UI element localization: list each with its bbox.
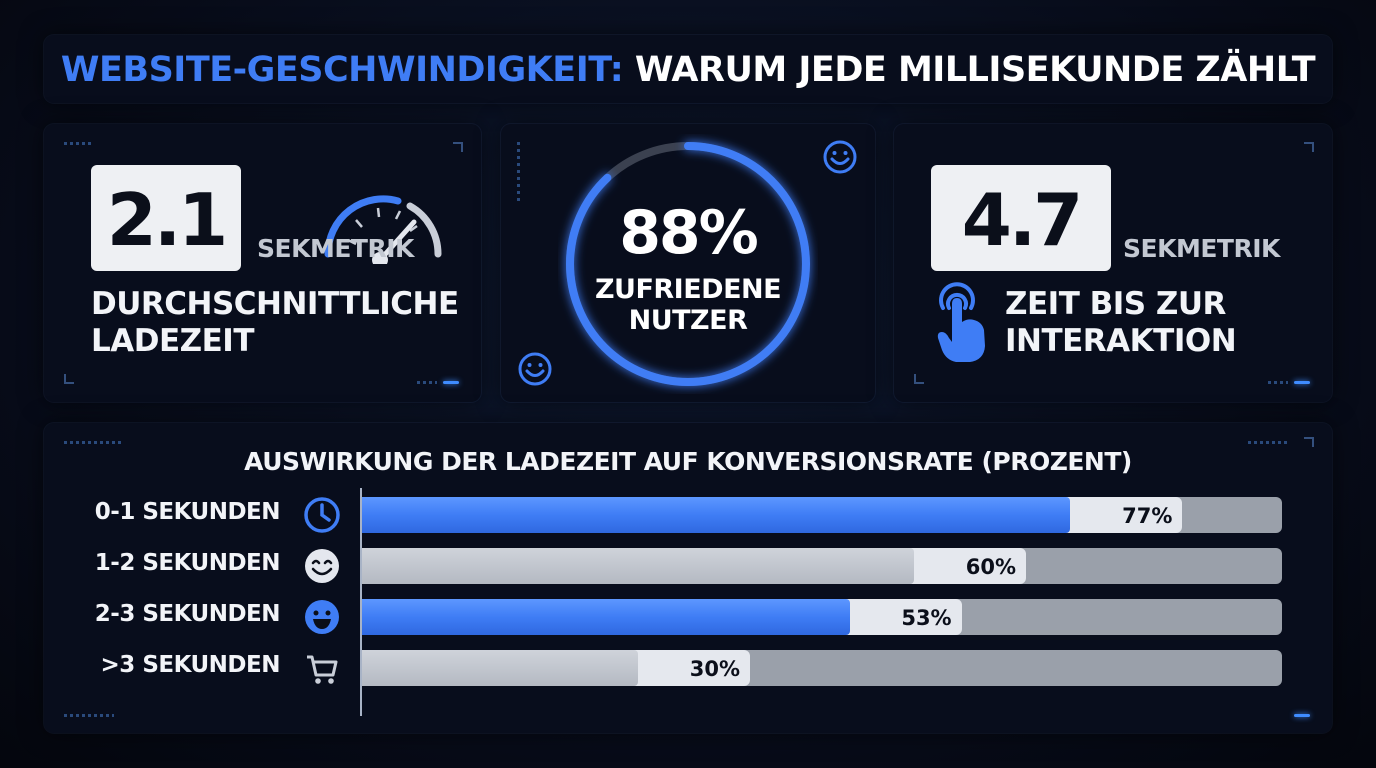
speedometer-icon bbox=[324, 195, 442, 264]
bar-track: 77% bbox=[362, 497, 1282, 533]
bar bbox=[362, 548, 914, 584]
clock-icon bbox=[304, 497, 340, 533]
decor-dots bbox=[64, 441, 124, 444]
decor-dots bbox=[1268, 381, 1288, 384]
interaction-value: 4.7 bbox=[931, 165, 1111, 271]
interaction-label: ZEIT BIS ZUR INTERAKTION bbox=[1005, 286, 1237, 359]
ring-progress bbox=[566, 142, 810, 386]
chart-axis-line bbox=[360, 488, 362, 716]
grinning-face-icon bbox=[305, 600, 339, 634]
category-label: >3 SEKUNDEN bbox=[100, 652, 281, 678]
bar bbox=[362, 650, 638, 686]
decor-glow bbox=[1294, 381, 1310, 384]
satisfaction-value: 88% bbox=[619, 198, 759, 268]
bar-track: 53% bbox=[362, 599, 1282, 635]
chart-title: AUSWIRKUNG DER LADEZEIT AUF KONVERSIONSR… bbox=[244, 447, 1132, 476]
shopping-cart-icon bbox=[307, 655, 338, 684]
satisfaction-ring bbox=[566, 142, 810, 386]
conversion-chart: AUSWIRKUNG DER LADEZEIT AUF KONVERSIONSR… bbox=[44, 423, 1332, 733]
category-label: 0-1 SEKUNDEN bbox=[94, 499, 281, 525]
load-time-unit: SEKMETRIK bbox=[257, 234, 414, 263]
bar bbox=[362, 599, 850, 635]
decor-corner bbox=[1304, 142, 1314, 152]
smiley-icon bbox=[823, 140, 857, 174]
bar-track: 60% bbox=[362, 548, 1282, 584]
decor-corner bbox=[1304, 437, 1314, 447]
page-title: WEBSITE-GESCHWINDIGKEIT: WARUM JEDE MILL… bbox=[44, 35, 1332, 103]
bar-value-label: 53% bbox=[901, 606, 952, 630]
satisfaction-card: 88% ZUFRIEDENE NUTZER bbox=[501, 124, 875, 402]
category-label: 1-2 SEKUNDEN bbox=[94, 550, 281, 576]
decor-dots bbox=[64, 142, 94, 145]
decor-corner bbox=[914, 374, 924, 384]
decor-glow bbox=[443, 381, 459, 384]
bar-value-label: 60% bbox=[965, 555, 1016, 579]
satisfaction-label: ZUFRIEDENE NUTZER bbox=[594, 274, 782, 336]
decor-corner bbox=[64, 374, 74, 384]
bar-track: 30% bbox=[362, 650, 1282, 686]
bar bbox=[362, 497, 1071, 533]
title-rest: WARUM JEDE MILLISEKUNDE ZÄHLT bbox=[623, 50, 1316, 90]
interaction-unit: SEKMETRIK bbox=[1123, 234, 1280, 263]
decor-dots bbox=[64, 714, 114, 717]
decor-glow bbox=[1294, 714, 1310, 717]
load-time-card: 2.1 SEKMETRIK DURCHSCHNITTLICHE LADEZEIT bbox=[44, 124, 481, 402]
bar-value-label: 30% bbox=[689, 657, 740, 681]
tap-hand-icon bbox=[937, 282, 985, 362]
smiley-icon bbox=[518, 352, 552, 386]
bar-value-label: 77% bbox=[1122, 504, 1173, 528]
category-label: 2-3 SEKUNDEN bbox=[94, 601, 281, 627]
title-accent: WEBSITE-GESCHWINDIGKEIT: bbox=[60, 50, 624, 90]
smiling-face-icon bbox=[305, 549, 339, 583]
decor-corner bbox=[453, 142, 463, 152]
interaction-card: 4.7 SEKMETRIK ZEIT BIS ZUR INTERAKTION bbox=[894, 124, 1332, 402]
decor-dots bbox=[1248, 441, 1288, 444]
decor-dots bbox=[417, 381, 437, 384]
decor-dots bbox=[517, 142, 520, 202]
load-time-label: DURCHSCHNITTLICHE LADEZEIT bbox=[91, 286, 459, 359]
title-bar: WEBSITE-GESCHWINDIGKEIT: WARUM JEDE MILL… bbox=[44, 35, 1332, 103]
load-time-value: 2.1 bbox=[91, 165, 241, 271]
